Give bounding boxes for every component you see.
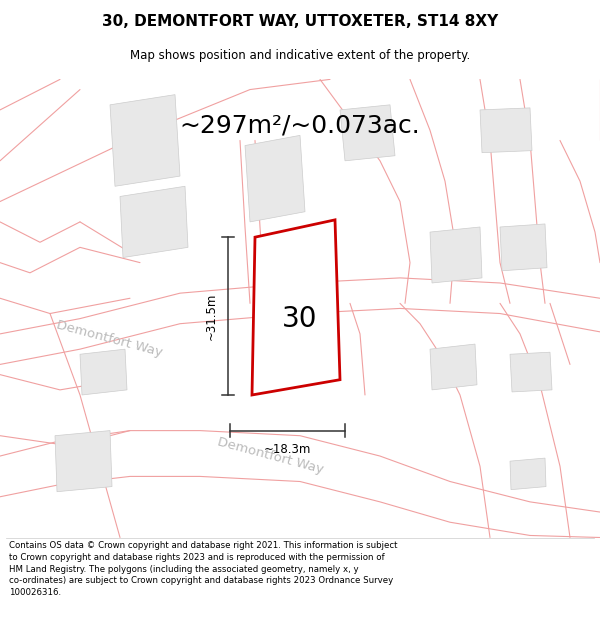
Text: ~18.3m: ~18.3m	[264, 443, 311, 456]
Polygon shape	[110, 94, 180, 186]
Text: Map shows position and indicative extent of the property.: Map shows position and indicative extent…	[130, 49, 470, 62]
Text: 30: 30	[282, 304, 318, 332]
Polygon shape	[55, 431, 112, 492]
Text: ~297m²/~0.073ac.: ~297m²/~0.073ac.	[179, 113, 421, 137]
Polygon shape	[510, 458, 546, 489]
Polygon shape	[340, 105, 395, 161]
Text: ~31.5m: ~31.5m	[205, 292, 218, 340]
Text: Demontfort Way: Demontfort Way	[55, 319, 164, 359]
Polygon shape	[120, 186, 188, 258]
Polygon shape	[252, 220, 340, 395]
Polygon shape	[430, 227, 482, 283]
Polygon shape	[245, 136, 305, 222]
Polygon shape	[80, 349, 127, 395]
Polygon shape	[500, 224, 547, 271]
Polygon shape	[510, 352, 552, 392]
Polygon shape	[480, 108, 532, 152]
Text: Demontfort Way: Demontfort Way	[215, 436, 325, 476]
Polygon shape	[430, 344, 477, 390]
Text: Contains OS data © Crown copyright and database right 2021. This information is : Contains OS data © Crown copyright and d…	[9, 541, 398, 598]
Text: 30, DEMONTFORT WAY, UTTOXETER, ST14 8XY: 30, DEMONTFORT WAY, UTTOXETER, ST14 8XY	[102, 14, 498, 29]
